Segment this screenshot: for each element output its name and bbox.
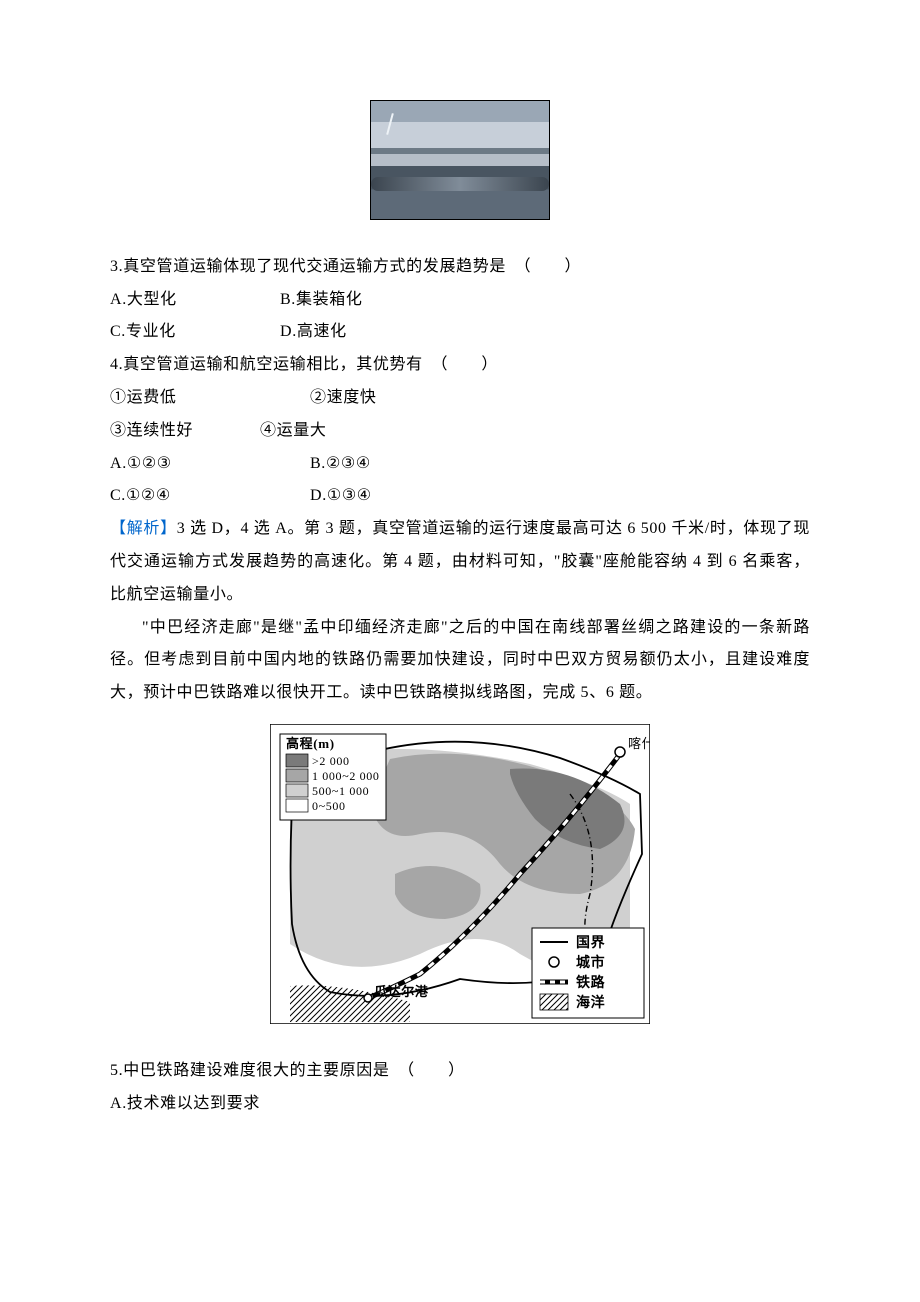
q4-items-row2: ③连续性好 ④运量大	[110, 415, 810, 448]
q3-opt-b: B.集装箱化	[280, 284, 480, 317]
analysis-text: 3 选 D，4 选 A。第 3 题，真空管道运输的运行速度最高可达 6 500 …	[110, 520, 810, 603]
q4-stem: 4.真空管道运输和航空运输相比，其优势有 （ ）	[110, 349, 810, 382]
figure-photo-row	[110, 100, 810, 233]
q3-stem: 3.真空管道运输体现了现代交通运输方式的发展趋势是 （ ）	[110, 251, 810, 284]
document-page: 3.真空管道运输体现了现代交通运输方式的发展趋势是 （ ） A.大型化 B.集装…	[0, 0, 920, 1302]
svg-text:>2 000: >2 000	[312, 754, 350, 768]
svg-text:海洋: 海洋	[576, 994, 605, 1011]
q4-item-2: ②速度快	[310, 382, 377, 415]
q4-opt-d: D.①③④	[310, 480, 372, 513]
map-legend-title: 高程(m)	[286, 736, 335, 751]
passage-text: "中巴经济走廊"是继"孟中印缅经济走廊"之后的中国在南线部署丝绸之路建设的一条新…	[110, 612, 810, 710]
q4-opt-a: A.①②③	[110, 448, 310, 481]
vacuum-tube-photo	[370, 100, 550, 220]
svg-text:1 000~2 000: 1 000~2 000	[312, 769, 380, 783]
q4-item-3: ③连续性好	[110, 415, 260, 448]
q3-opt-d: D.高速化	[280, 316, 480, 349]
q3-opts-row2: C.专业化 D.高速化	[110, 316, 810, 349]
q5-opt-a: A.技术难以达到要求	[110, 1088, 810, 1121]
q3-opt-a: A.大型化	[110, 284, 280, 317]
q4-item-1: ①运费低	[110, 382, 310, 415]
svg-text:国界: 国界	[576, 935, 606, 951]
q4-opt-b: B.②③④	[310, 448, 371, 481]
q4-items-row1: ①运费低 ②速度快	[110, 382, 810, 415]
q4-opt-c: C.①②④	[110, 480, 310, 513]
q4-item-4: ④运量大	[260, 415, 327, 448]
svg-text:城市: 城市	[576, 954, 605, 971]
svg-text:0~500: 0~500	[312, 799, 346, 813]
analysis-paragraph: 【解析】3 选 D，4 选 A。第 3 题，真空管道运输的运行速度最高可达 6 …	[110, 513, 810, 611]
map-city-gwadar: 瓜达尔港	[374, 984, 429, 999]
analysis-label: 【解析】	[110, 520, 177, 537]
q4-opts-row1: A.①②③ B.②③④	[110, 448, 810, 481]
svg-text:铁路: 铁路	[576, 974, 606, 991]
q3-opt-c: C.专业化	[110, 316, 280, 349]
q4-opts-row2: C.①②④ D.①③④	[110, 480, 810, 513]
q5-stem: 5.中巴铁路建设难度很大的主要原因是 （ ）	[110, 1055, 810, 1088]
china-pakistan-map: 喀什 瓜达尔港 高程(m) >2 000 1 000~2 000 500~1 0…	[270, 724, 650, 1024]
map-city-kashi: 喀什	[628, 736, 650, 751]
q3-opts-row1: A.大型化 B.集装箱化	[110, 284, 810, 317]
svg-text:500~1 000: 500~1 000	[312, 784, 369, 798]
figure-map-row: 喀什 瓜达尔港 高程(m) >2 000 1 000~2 000 500~1 0…	[110, 724, 810, 1037]
